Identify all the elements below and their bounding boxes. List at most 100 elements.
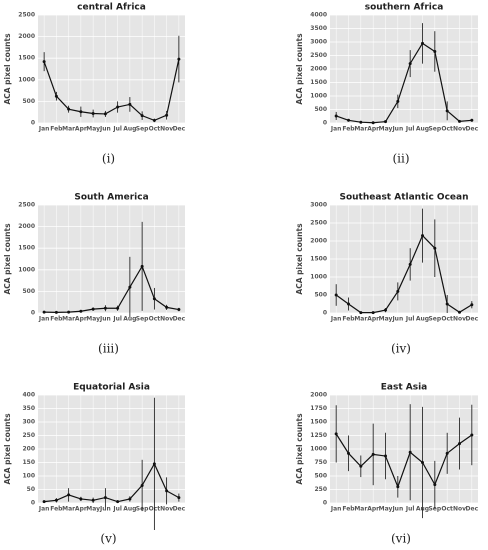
x-tick-label: Dec	[466, 506, 479, 513]
x-tick-label: Dec	[466, 316, 479, 323]
x-tick-label: Feb	[342, 506, 355, 513]
y-tick-label: 0	[323, 500, 327, 507]
data-point	[152, 297, 156, 301]
y-tick-label: 2000	[310, 66, 327, 73]
data-point	[334, 114, 338, 118]
x-tick-label: Jul	[112, 316, 122, 323]
x-tick-label: Oct	[149, 126, 161, 133]
caption: (iii)	[98, 342, 119, 356]
data-point	[470, 433, 474, 437]
y-axis-label: ACA pixel counts	[295, 223, 304, 295]
x-tick-label: Jan	[38, 126, 50, 133]
plot-background	[38, 205, 185, 313]
data-point	[165, 305, 169, 309]
x-tick-label: Sep	[136, 316, 149, 323]
data-point	[42, 60, 46, 64]
y-tick-label: 500	[314, 106, 327, 113]
y-tick-label: 2500	[18, 12, 35, 19]
data-line	[335, 433, 473, 489]
x-tick-label: Mar	[62, 506, 75, 513]
x-tick-label: Feb	[342, 126, 355, 133]
data-point	[359, 120, 363, 124]
x-tick-label: Jan	[330, 506, 342, 513]
chart-title: South America	[74, 193, 148, 203]
y-tick-label: 50	[27, 486, 35, 493]
data-line	[335, 42, 472, 124]
data-point	[408, 450, 412, 454]
data-point	[116, 105, 120, 109]
x-tick-label: Apr	[75, 126, 87, 133]
x-tick-label: May	[86, 506, 100, 513]
x-tick-label: Dec	[173, 316, 186, 323]
x-tick-label: May	[379, 316, 393, 323]
data-point	[371, 311, 375, 315]
x-tick-label: Jan	[330, 316, 342, 323]
x-tick-label: Apr	[367, 126, 379, 133]
data-point	[79, 497, 83, 501]
x-tick-label: Oct	[441, 506, 453, 513]
y-tick-label: 2500	[310, 52, 327, 59]
y-tick-label: 1000	[310, 274, 327, 281]
chart-title: East Asia	[381, 383, 428, 393]
data-point	[54, 498, 58, 502]
y-axis-label: ACA pixel counts	[3, 33, 12, 105]
x-tick-label: Nov	[453, 126, 466, 133]
y-tick-label: 2000	[18, 33, 35, 40]
panel: 0 500 1000 1500 2000 2500 Jan Feb Mar Apr May Jun Ju…	[3, 3, 186, 166]
y-tick-label: 750	[314, 459, 327, 466]
x-tick-label: Jan	[38, 506, 50, 513]
x-tick-label: Jun	[391, 126, 403, 133]
y-tick-label: 3500	[310, 25, 327, 32]
x-tick-label: Dec	[173, 506, 186, 513]
x-tick-label: Mar	[354, 126, 367, 133]
y-tick-label: 1000	[310, 446, 327, 453]
data-point	[177, 496, 181, 500]
x-tick-label: Mar	[62, 126, 75, 133]
data-point	[458, 442, 461, 446]
data-point	[165, 489, 169, 493]
data-point	[334, 293, 338, 297]
x-tick-label: May	[379, 506, 393, 513]
data-point	[384, 308, 387, 312]
x-tick-label: Jun	[391, 506, 403, 513]
data-point	[359, 311, 363, 315]
x-tick-label: Apr	[367, 316, 379, 323]
data-point	[54, 94, 58, 98]
y-tick-label: 150	[22, 459, 35, 466]
x-tick-label: Oct	[441, 316, 453, 323]
data-point	[458, 119, 461, 123]
data-point	[470, 303, 474, 307]
data-point	[445, 451, 449, 455]
x-tick-label: Oct	[149, 316, 161, 323]
y-tick-label: 500	[22, 98, 35, 105]
x-tick-label: Jun	[99, 506, 111, 513]
data-point	[54, 310, 58, 314]
y-tick-label: 1250	[310, 432, 327, 439]
y-axis-label: ACA pixel counts	[295, 33, 304, 105]
caption: (v)	[100, 532, 116, 546]
data-point	[103, 496, 107, 500]
x-tick-label: Jun	[99, 316, 111, 323]
data-line	[44, 462, 180, 503]
x-tick-label: Apr	[367, 506, 379, 513]
data-point	[116, 306, 120, 310]
data-point	[371, 452, 375, 456]
y-tick-label: 2000	[18, 223, 35, 230]
x-tick-label: Jul	[405, 506, 415, 513]
x-tick-label: Apr	[75, 316, 87, 323]
y-tick-label: 300	[22, 419, 35, 426]
data-point	[128, 285, 132, 289]
x-tick-label: Dec	[173, 126, 186, 133]
data-point	[433, 49, 437, 53]
y-axis-label: ACA pixel counts	[3, 223, 12, 295]
y-tick-label: 1000	[18, 76, 35, 83]
x-tick-label: Nov	[453, 506, 466, 513]
chart-title: central Africa	[77, 3, 146, 13]
x-tick-label: Mar	[62, 316, 75, 323]
y-tick-label: 0	[323, 310, 327, 317]
data-point	[371, 121, 375, 125]
data-point	[42, 310, 46, 314]
data-point	[91, 307, 95, 311]
